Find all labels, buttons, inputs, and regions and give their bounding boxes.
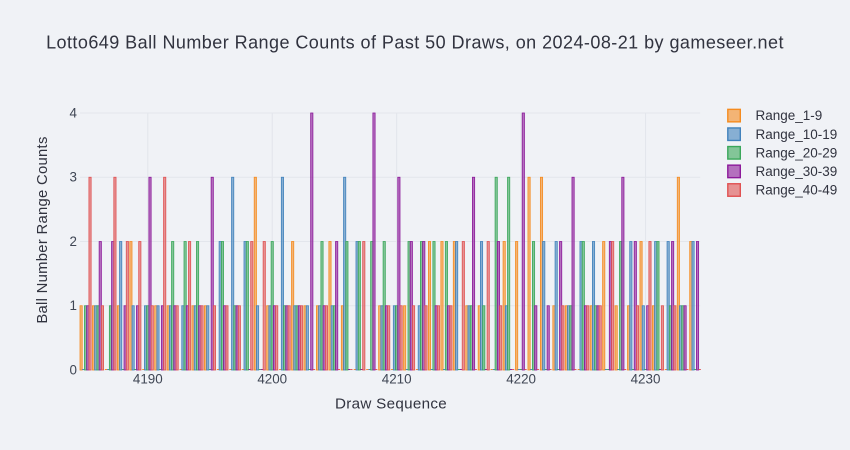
svg-text:4190: 4190 (133, 372, 163, 387)
svg-text:3: 3 (70, 170, 77, 185)
svg-text:4210: 4210 (382, 372, 412, 387)
svg-text:Range_20-29: Range_20-29 (756, 145, 838, 160)
svg-text:4: 4 (70, 105, 78, 120)
svg-text:Ball Number Range Counts: Ball Number Range Counts (35, 136, 51, 323)
svg-text:0: 0 (70, 362, 77, 377)
svg-text:Range_1-9: Range_1-9 (756, 108, 823, 123)
svg-text:2: 2 (70, 234, 77, 249)
svg-text:4230: 4230 (631, 372, 661, 387)
svg-text:Lotto649 Ball Number Range Cou: Lotto649 Ball Number Range Counts of Pas… (46, 33, 784, 53)
svg-text:4220: 4220 (506, 372, 536, 387)
svg-text:1: 1 (70, 298, 77, 313)
svg-text:Range_10-19: Range_10-19 (756, 127, 838, 142)
svg-text:Range_30-39: Range_30-39 (756, 164, 838, 179)
svg-text:Draw Sequence: Draw Sequence (335, 396, 447, 413)
svg-text:4200: 4200 (257, 372, 287, 387)
svg-text:Range_40-49: Range_40-49 (756, 183, 838, 198)
